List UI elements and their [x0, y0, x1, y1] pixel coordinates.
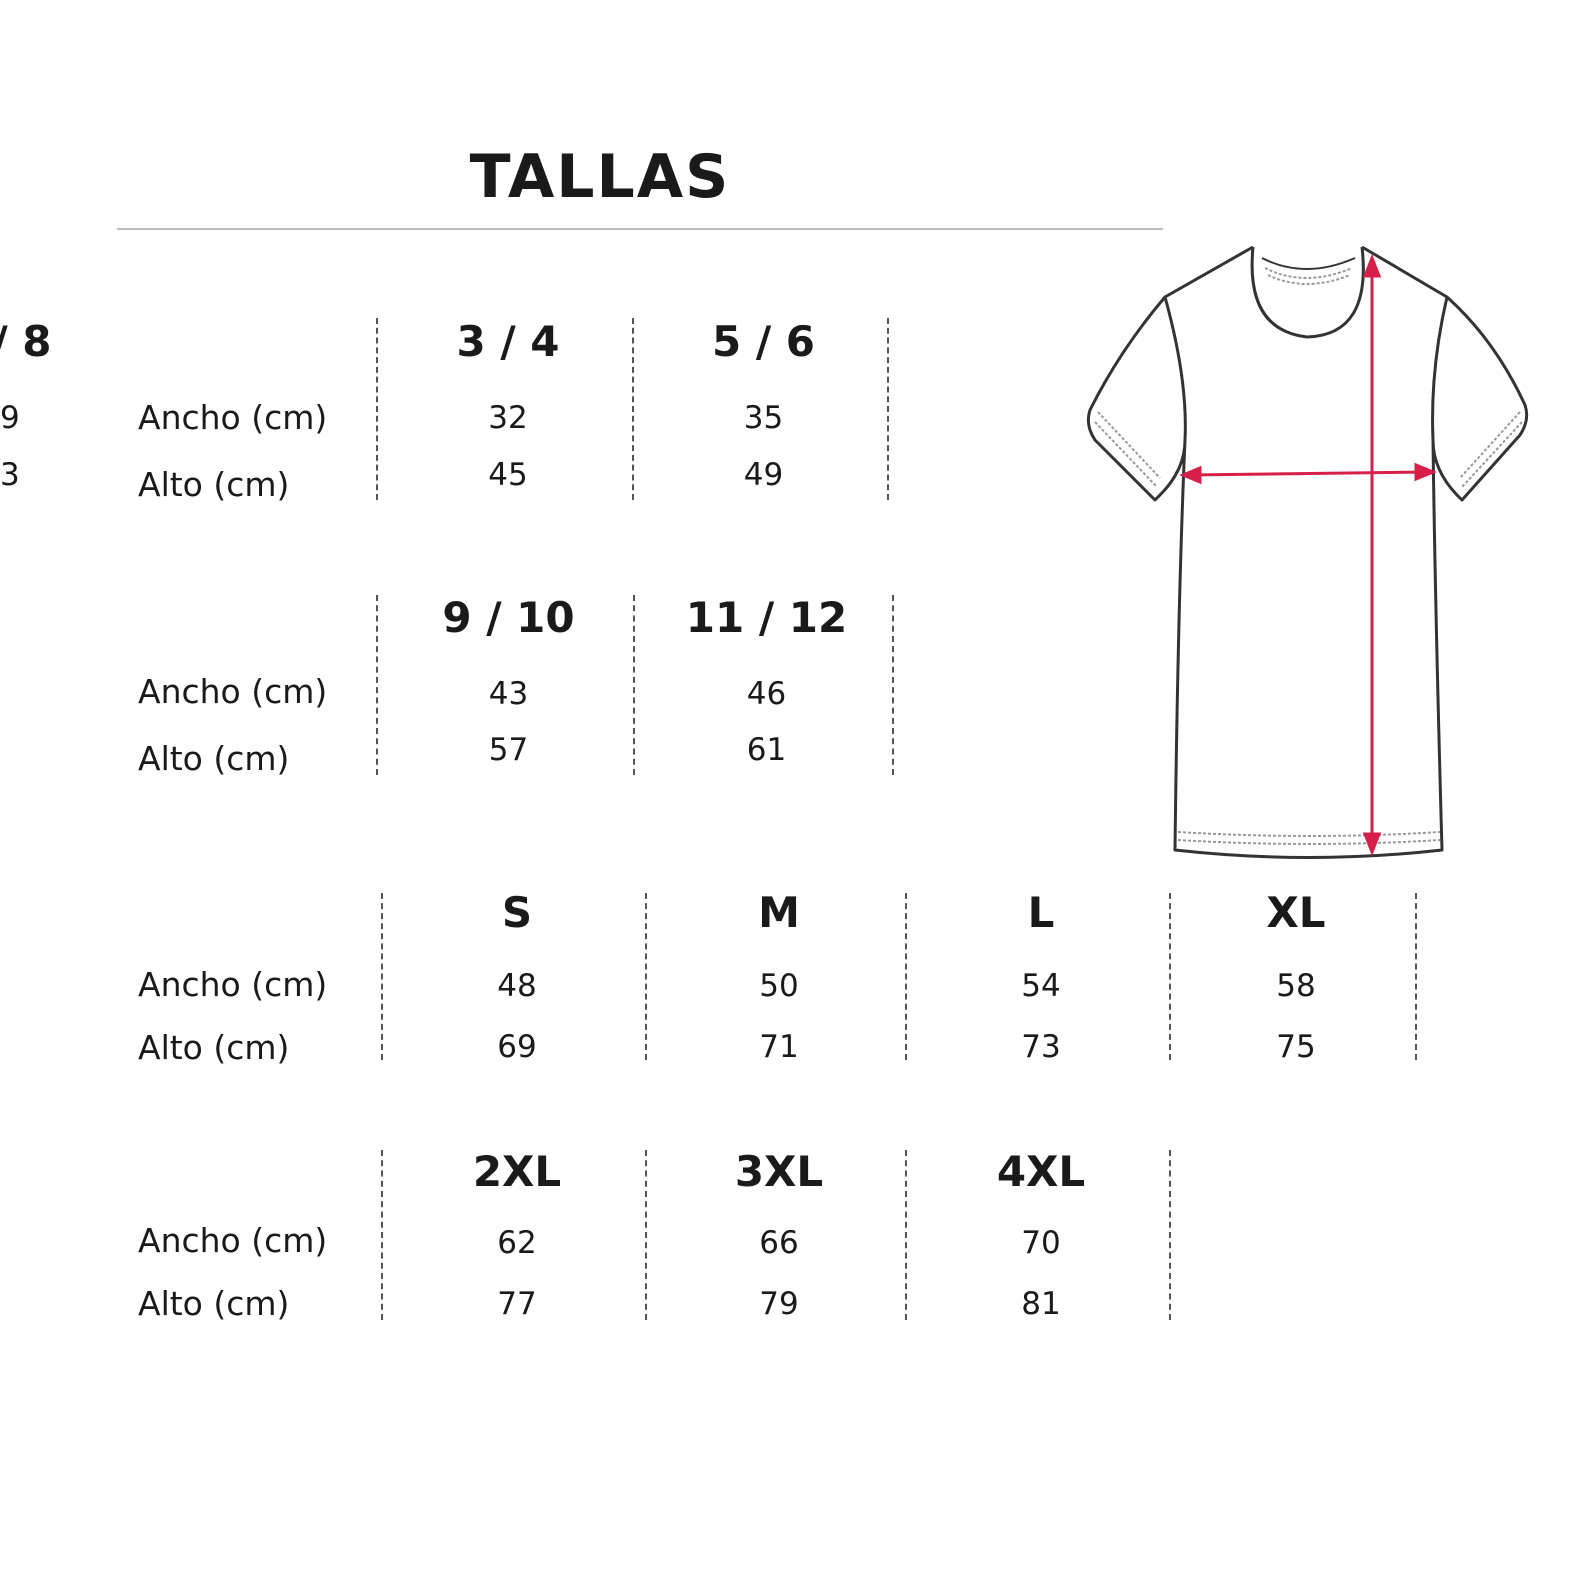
collar-inner — [1261, 257, 1356, 270]
column-divider — [381, 1150, 383, 1320]
column-divider — [887, 318, 889, 500]
size-header: 9 / 10 — [442, 593, 575, 642]
row-label-height: Alto (cm) — [138, 1028, 290, 1067]
height-value: 61 — [746, 732, 787, 768]
size-header: S — [501, 888, 533, 937]
column-divider — [905, 1150, 907, 1320]
shirt-outline — [1086, 245, 1529, 859]
width-value: 54 — [1021, 968, 1061, 1004]
height-value: 53 — [0, 457, 20, 493]
size-header: L — [1027, 888, 1055, 937]
height-value: 69 — [497, 1029, 537, 1065]
column-divider — [905, 893, 907, 1060]
height-value: 49 — [743, 457, 784, 493]
size-header: 11 / 12 — [685, 593, 848, 642]
height-value: 77 — [497, 1286, 537, 1322]
height-value: 71 — [759, 1029, 799, 1065]
column-divider — [633, 595, 635, 775]
row-label-width: Ancho (cm) — [138, 672, 328, 711]
row-label-height: Alto (cm) — [138, 465, 290, 504]
width-value: 35 — [743, 400, 784, 436]
height-value: 81 — [1021, 1286, 1061, 1322]
size-header: 7 / 8 — [0, 317, 52, 366]
title-divider — [117, 228, 1163, 230]
size-header: 2XL — [472, 1147, 562, 1196]
height-value: 73 — [1021, 1029, 1061, 1065]
row-label-height: Alto (cm) — [138, 739, 290, 778]
width-value: 43 — [488, 676, 529, 712]
height-value: 45 — [488, 457, 528, 493]
width-value: 70 — [1021, 1225, 1061, 1261]
size-header: 3 / 4 — [456, 317, 560, 366]
column-divider — [1415, 893, 1417, 1060]
width-value: 66 — [759, 1225, 799, 1261]
collar-outer — [1250, 246, 1365, 339]
height-value: 79 — [759, 1286, 799, 1322]
row-label-height: Alto (cm) — [138, 1284, 290, 1323]
width-value: 39 — [0, 400, 20, 436]
height-value: 75 — [1276, 1029, 1316, 1065]
column-divider — [645, 1150, 647, 1320]
column-divider — [1169, 1150, 1171, 1320]
size-header: 4XL — [996, 1147, 1086, 1196]
width-value: 50 — [759, 968, 799, 1004]
width-value: 48 — [497, 968, 537, 1004]
height-value: 57 — [488, 732, 529, 768]
column-divider — [376, 318, 378, 500]
row-label-width: Ancho (cm) — [138, 965, 328, 1004]
column-divider — [381, 893, 383, 1060]
size-header: 5 / 6 — [711, 317, 816, 366]
row-label-width: Ancho (cm) — [138, 1221, 328, 1260]
column-divider — [1169, 893, 1171, 1060]
column-divider — [376, 595, 378, 775]
column-divider — [632, 318, 634, 500]
width-value: 62 — [497, 1225, 537, 1261]
size-header: XL — [1266, 888, 1326, 937]
page-title: TALLAS — [469, 142, 731, 212]
width-arrow — [1187, 470, 1429, 477]
size-header: 3XL — [734, 1147, 824, 1196]
width-value: 32 — [488, 400, 528, 436]
size-header: M — [758, 888, 800, 937]
width-value: 46 — [746, 676, 787, 712]
row-label-width: Ancho (cm) — [138, 398, 328, 437]
column-divider — [645, 893, 647, 1060]
column-divider — [892, 595, 894, 775]
width-value: 58 — [1276, 968, 1316, 1004]
